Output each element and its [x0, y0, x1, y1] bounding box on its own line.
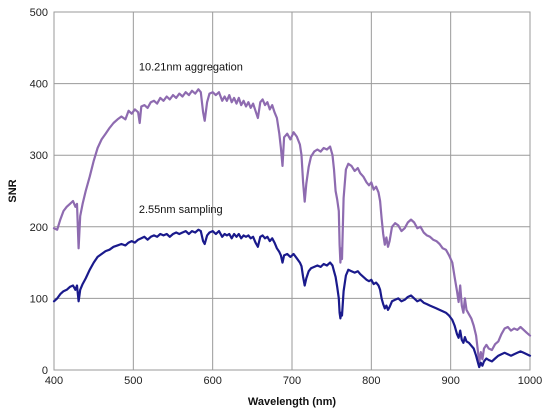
y-tick-label: 300: [30, 150, 48, 162]
y-tick-label: 500: [30, 7, 48, 19]
x-tick-label: 400: [45, 375, 63, 387]
x-tick-label: 1000: [518, 375, 542, 387]
x-tick-label: 900: [441, 375, 459, 387]
x-tick-labels: 400 500 600 700 800 900 1000: [45, 375, 542, 387]
x-tick-label: 500: [124, 375, 142, 387]
annotation-label-2: 2.55nm sampling: [139, 204, 223, 216]
x-tick-label: 600: [203, 375, 221, 387]
y-tick-labels: 0 100 200 300 400 500: [30, 7, 48, 377]
series-line-1: [52, 88, 532, 364]
y-tick-label: 100: [30, 293, 48, 305]
y-tick-label: 200: [30, 222, 48, 234]
gridlines: [53, 11, 531, 371]
series-line-2: [52, 228, 532, 369]
annotations: 10.21nm aggregation 2.55nm sampling: [139, 62, 243, 216]
x-tick-label: 800: [362, 375, 380, 387]
x-tick-label: 700: [283, 375, 301, 387]
y-tick-label: 0: [42, 365, 48, 377]
y-tick-label: 400: [30, 79, 48, 91]
x-axis-title: Wavelength (nm): [248, 396, 337, 408]
annotation-label-1: 10.21nm aggregation: [139, 62, 243, 74]
series-layer: [52, 88, 532, 369]
y-axis-title: SNR: [7, 179, 19, 202]
